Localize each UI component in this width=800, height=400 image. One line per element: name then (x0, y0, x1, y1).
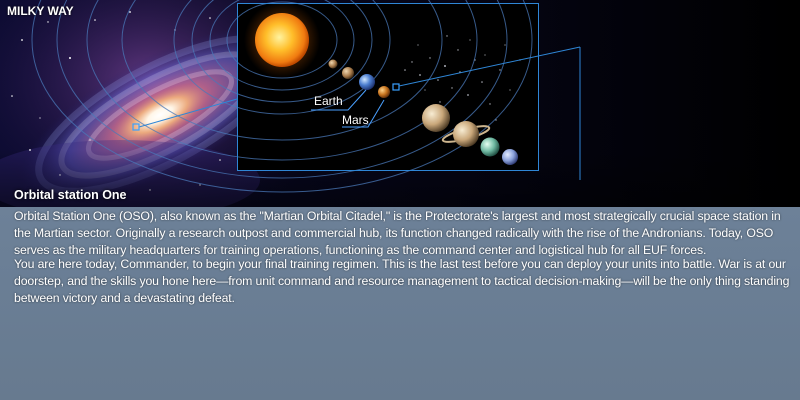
selection-marker[interactable] (392, 83, 400, 91)
label-leaders (311, 89, 385, 128)
galaxy-label: MILKY WAY (7, 4, 74, 18)
planet-earth[interactable] (359, 74, 375, 90)
sun (244, 2, 320, 78)
mars-label: Mars (342, 113, 369, 127)
inset-frame (237, 3, 539, 171)
galaxy-location-marker[interactable] (132, 123, 140, 131)
planet-mercury[interactable] (328, 59, 338, 69)
planet-venus[interactable] (342, 67, 354, 79)
planet-jupiter[interactable] (422, 104, 450, 132)
briefing-paragraph-1: Orbital Station One (OSO), also known as… (14, 209, 781, 257)
briefing-panel (0, 207, 800, 400)
asteroid-dust (404, 35, 521, 121)
solar-system-inset (31, 0, 539, 193)
planet-saturn[interactable] (441, 121, 491, 147)
planet-mars[interactable] (378, 86, 390, 98)
briefing-title: Orbital station One (14, 188, 127, 202)
zoom-connectors (138, 46, 581, 180)
briefing-paragraph-2: You are here today, Commander, to begin … (14, 257, 790, 305)
planet-neptune[interactable] (502, 149, 518, 165)
planet-uranus[interactable] (480, 137, 500, 157)
earth-label: Earth (314, 94, 343, 108)
